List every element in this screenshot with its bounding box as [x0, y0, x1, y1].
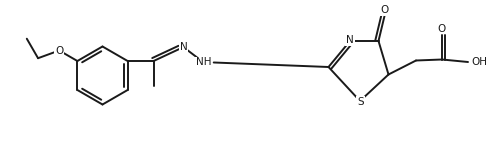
Text: S: S — [357, 97, 364, 107]
Text: O: O — [380, 5, 388, 15]
Text: NH: NH — [196, 58, 212, 67]
Text: O: O — [55, 46, 64, 55]
Text: OH: OH — [471, 57, 487, 67]
Text: N: N — [180, 42, 188, 52]
Text: O: O — [438, 24, 446, 33]
Text: N: N — [346, 35, 354, 45]
